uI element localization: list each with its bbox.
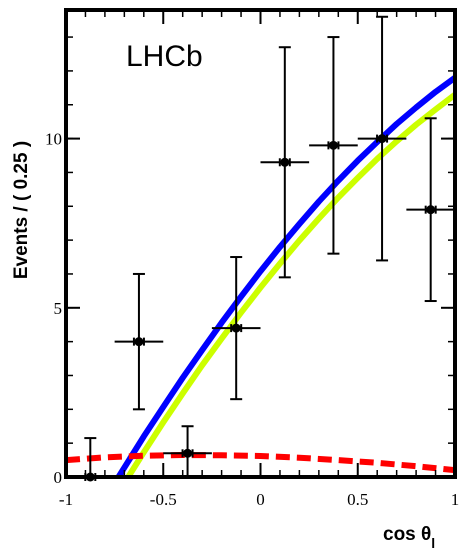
x-axis-label-main: cos θ [383, 524, 431, 545]
axis-ticks [65, 10, 456, 478]
x-axis-label-subscript: l [431, 535, 435, 551]
x-axis-label: cos θl [383, 524, 435, 551]
dashed-curve-3 [66, 452, 455, 474]
data-point-5 [328, 140, 338, 150]
x-tick-label-3: 0.5 [347, 490, 368, 509]
curve-1 [115, 75, 455, 477]
y-tick-label-0: 0 [54, 468, 63, 487]
x-tick-label-2: 0 [256, 490, 265, 509]
x-tick-label-1: -0.5 [150, 490, 177, 509]
lhcb-annotation: LHCb [126, 40, 203, 73]
curve-2 [125, 92, 455, 477]
data-point-1 [134, 337, 144, 347]
data-point-7 [426, 205, 436, 215]
plot-frame [64, 8, 457, 479]
x-tick-labels: -1 -0.5 0 0.5 1 [59, 490, 459, 509]
data-point-6 [377, 134, 387, 144]
data-point-2 [183, 448, 193, 458]
data-point-4 [280, 157, 290, 167]
data-point-3 [231, 323, 241, 333]
data-points [66, 15, 455, 482]
plot-area [66, 15, 455, 482]
y-tick-label-1: 5 [54, 299, 63, 318]
x-tick-label-4: 1 [451, 490, 460, 509]
y-tick-label-2: 10 [45, 130, 62, 149]
x-tick-label-0: -1 [59, 490, 73, 509]
y-axis-label: Events / ( 0.25 ) [11, 141, 32, 279]
y-tick-labels: 0 5 10 [45, 130, 62, 487]
